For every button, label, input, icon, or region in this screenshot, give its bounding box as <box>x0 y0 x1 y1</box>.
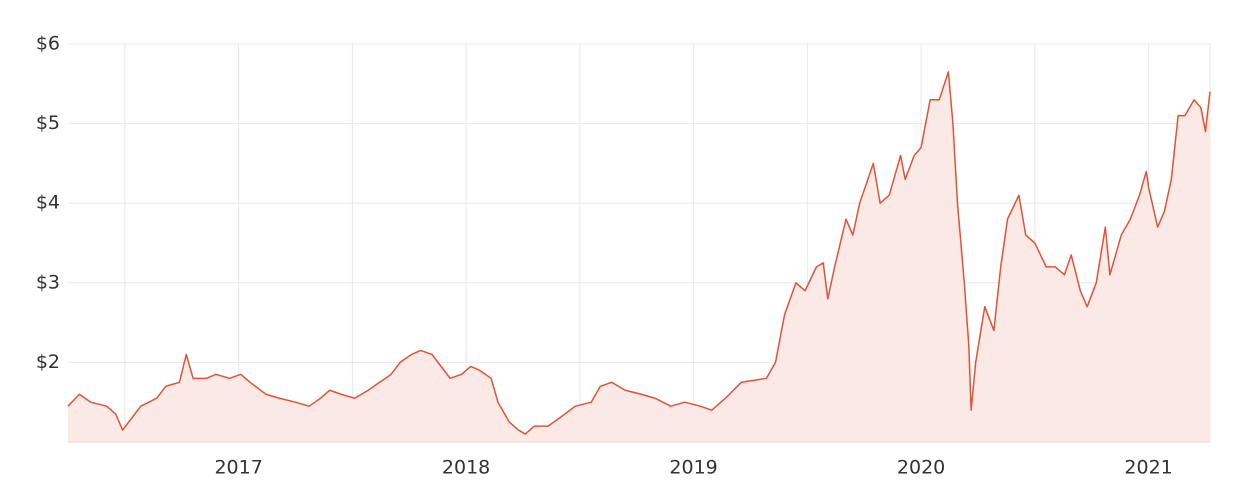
area <box>68 71 1210 443</box>
y-tick-label: $2 <box>36 351 60 373</box>
x-tick-label: 2017 <box>214 457 262 479</box>
line <box>67 71 1211 435</box>
y-tick-label: $4 <box>36 192 60 214</box>
x-tick-label: 2018 <box>442 457 490 479</box>
y-tick-label: $5 <box>36 112 60 134</box>
y-tick-label: $3 <box>36 271 60 293</box>
x-tick-label: 2021 <box>1124 457 1172 479</box>
y-tick-label: $6 <box>36 33 60 55</box>
x-tick-label: 2020 <box>897 457 945 479</box>
x-tick-label: 2019 <box>669 457 717 479</box>
